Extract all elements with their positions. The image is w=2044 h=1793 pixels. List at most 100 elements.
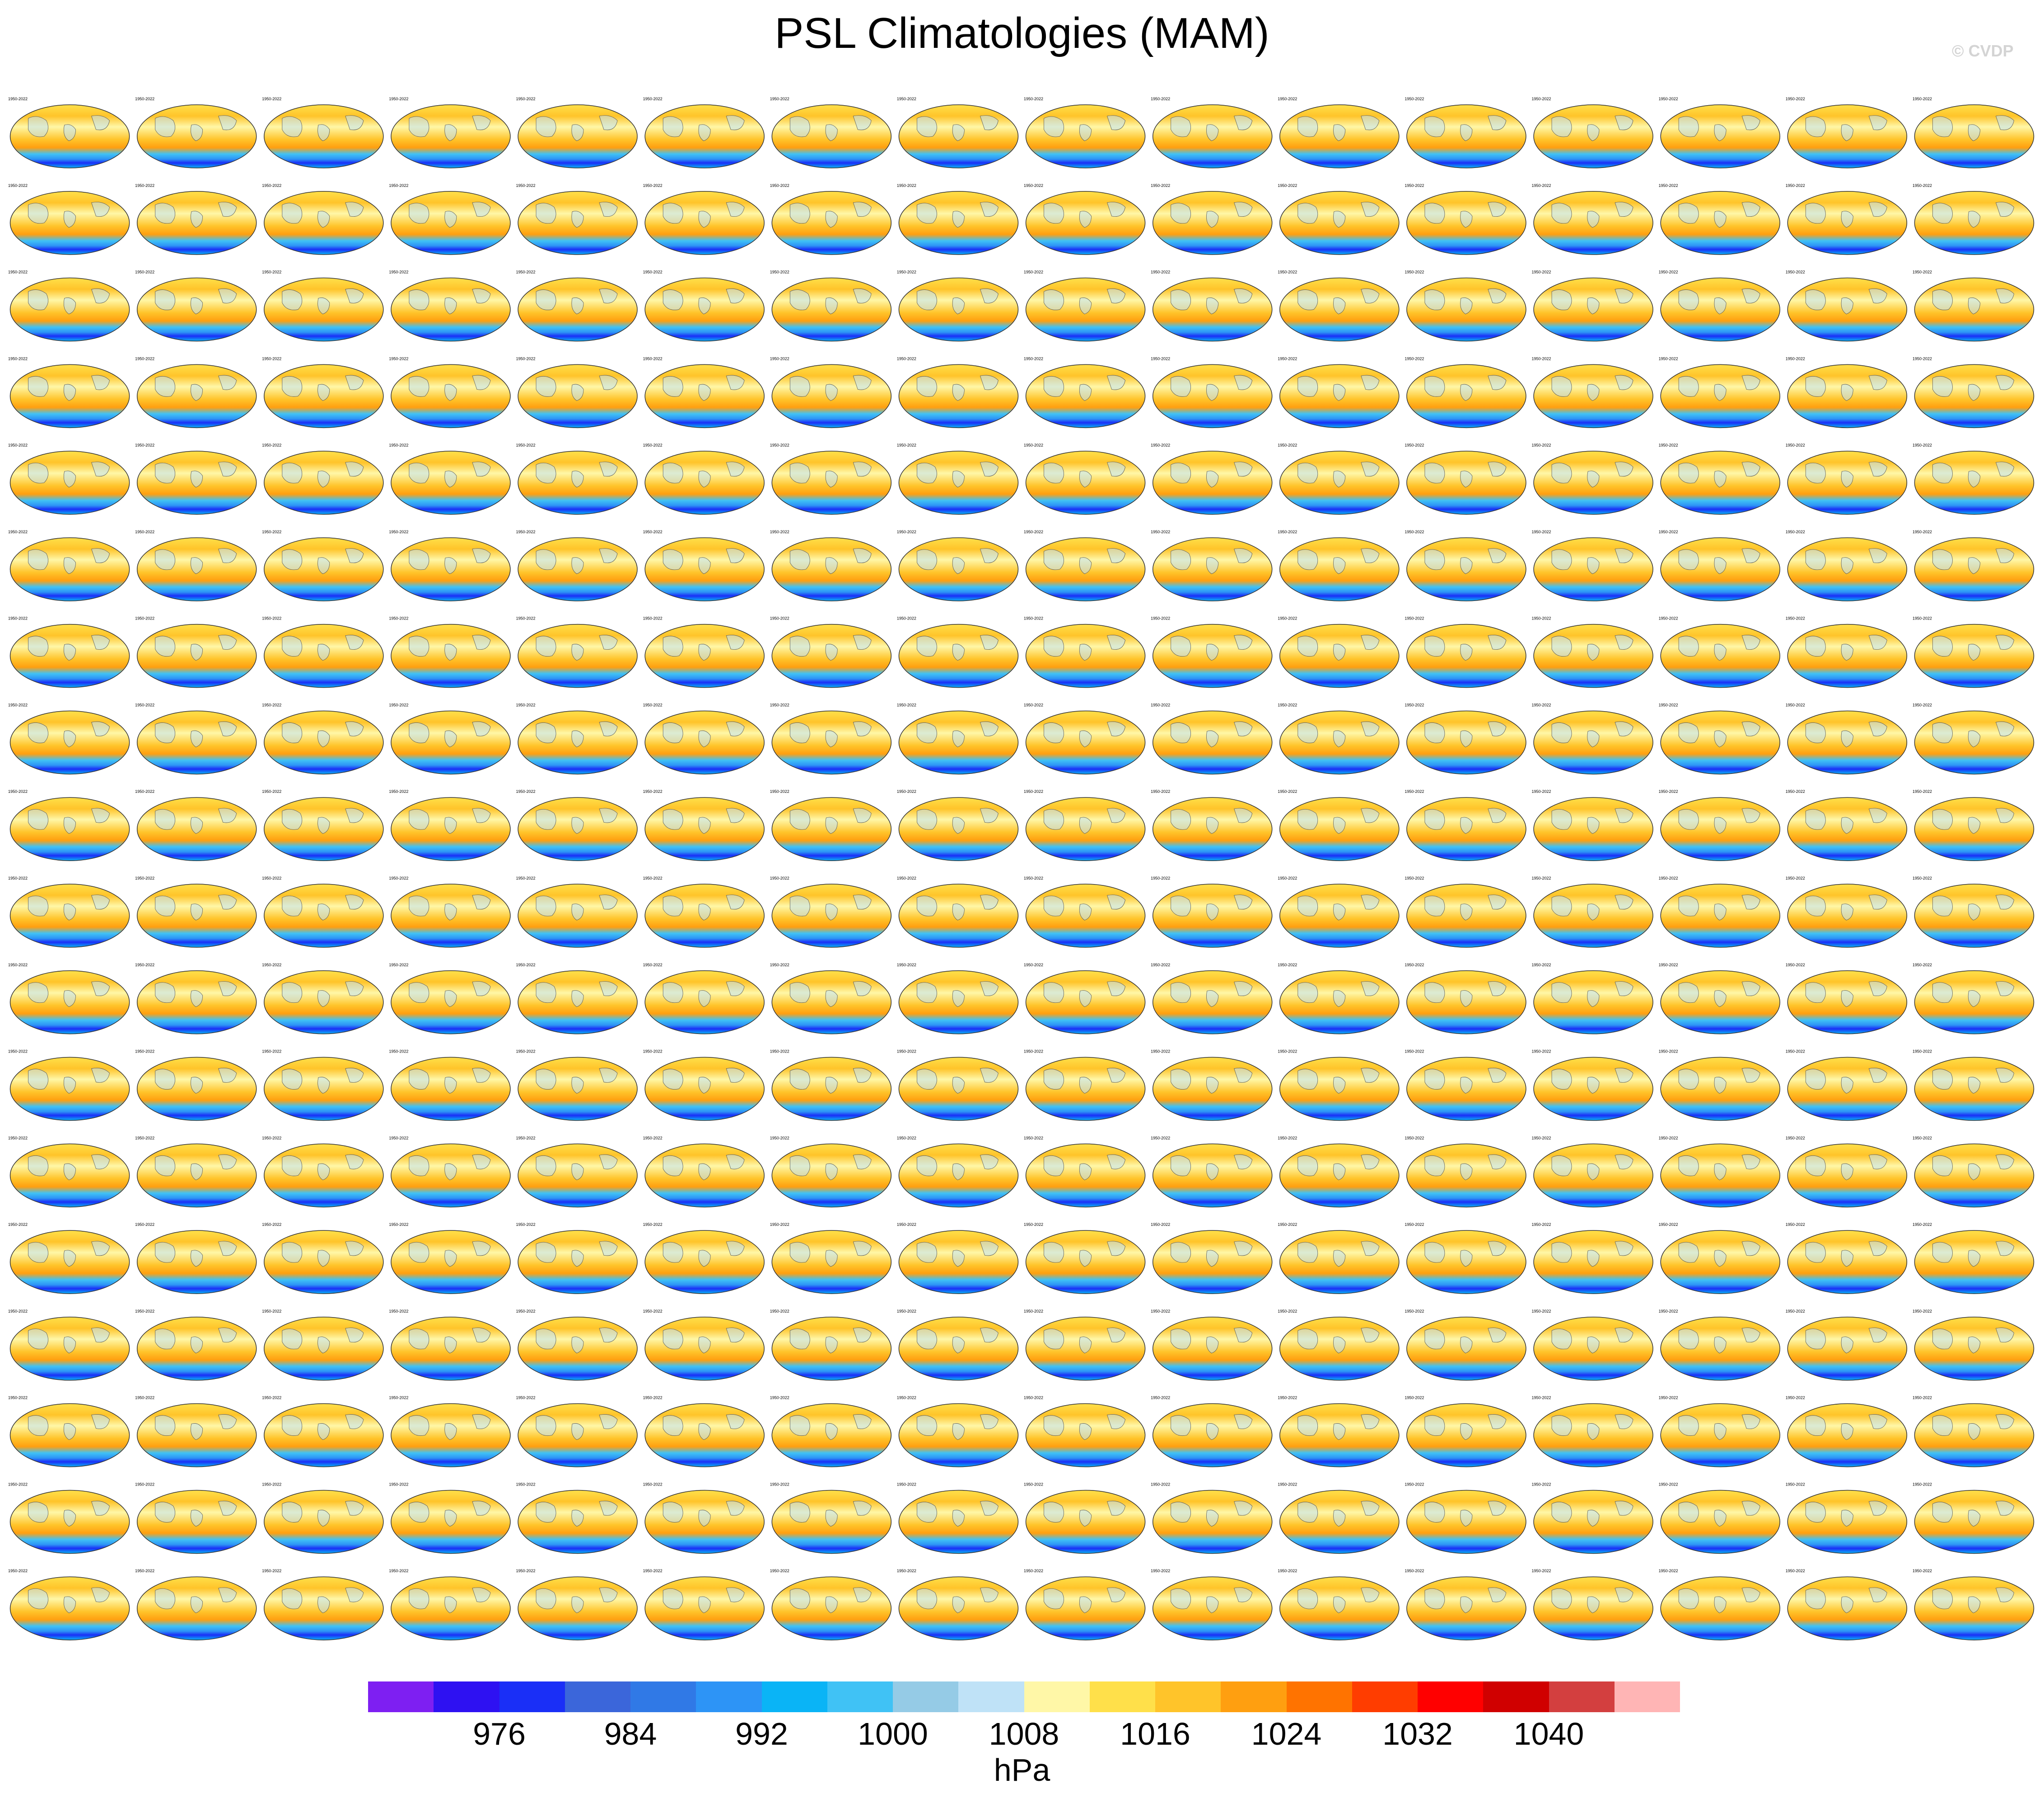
landmass-outline xyxy=(1424,1154,1507,1180)
landmass-outline xyxy=(155,115,237,141)
map-panel: 1950-2022 xyxy=(643,1569,765,1640)
map-panel: 1950-2022 xyxy=(1405,1396,1526,1467)
landmass-outline xyxy=(1932,1500,2014,1527)
landmass-outline xyxy=(28,461,110,488)
panel-period-label: 1950-2022 xyxy=(8,270,28,275)
panel-period-label: 1950-2022 xyxy=(135,963,154,967)
map-panel: 1950-2022 xyxy=(1913,963,2035,1034)
landmass-outline xyxy=(663,202,745,228)
panel-period-label: 1950-2022 xyxy=(1532,1482,1551,1486)
panel-period-label: 1950-2022 xyxy=(770,1396,789,1400)
landmass-outline xyxy=(1805,288,1887,314)
panel-period-label: 1950-2022 xyxy=(1151,530,1170,534)
panel-period-label: 1950-2022 xyxy=(770,1569,789,1573)
landmass-outline xyxy=(282,981,364,1007)
panel-period-label: 1950-2022 xyxy=(1913,1222,1932,1227)
map-panel: 1950-2022 xyxy=(770,963,892,1034)
panel-period-label: 1950-2022 xyxy=(8,1309,28,1313)
map-panel: 1950-2022 xyxy=(897,963,1019,1034)
map-panel: 1950-2022 xyxy=(1024,703,1146,775)
map-panel: 1950-2022 xyxy=(1532,616,1653,688)
map-panel: 1950-2022 xyxy=(135,530,257,601)
panel-period-label: 1950-2022 xyxy=(389,270,408,275)
landmass-outline xyxy=(536,721,618,747)
landmass-outline xyxy=(1551,288,1633,314)
panel-period-label: 1950-2022 xyxy=(770,1136,789,1140)
landmass-outline xyxy=(536,375,618,401)
colorbar-swatch xyxy=(1024,1681,1090,1712)
landmass-outline xyxy=(155,548,237,574)
map-panel: 1950-2022 xyxy=(643,183,765,255)
colorbar xyxy=(368,1681,1680,1712)
panel-period-label: 1950-2022 xyxy=(1405,1396,1424,1400)
map-panel: 1950-2022 xyxy=(1278,270,1400,342)
landmass-outline xyxy=(1932,1414,2014,1440)
landmass-outline xyxy=(1297,721,1380,747)
landmass-outline xyxy=(1932,115,2014,141)
landmass-outline xyxy=(1551,635,1633,661)
panel-period-label: 1950-2022 xyxy=(1024,963,1043,967)
map-panel: 1950-2022 xyxy=(897,183,1019,255)
panel-period-label: 1950-2022 xyxy=(643,1482,663,1486)
panel-period-label: 1950-2022 xyxy=(1532,876,1551,880)
map-panel: 1950-2022 xyxy=(1659,703,1780,775)
colorbar-tick-label: 1024 xyxy=(1251,1716,1322,1751)
landmass-outline xyxy=(282,1500,364,1527)
panel-period-label: 1950-2022 xyxy=(1786,616,1805,621)
map-panel: 1950-2022 xyxy=(135,789,257,861)
colorbar-tick-label: 984 xyxy=(604,1716,657,1751)
landmass-outline xyxy=(917,1414,999,1440)
map-panel: 1950-2022 xyxy=(516,703,638,775)
map-panel: 1950-2022 xyxy=(1532,1222,1653,1294)
panel-period-label: 1950-2022 xyxy=(897,356,916,361)
landmass-outline xyxy=(789,1414,872,1440)
map-panel: 1950-2022 xyxy=(1659,443,1780,515)
landmass-outline xyxy=(663,808,745,834)
landmass-outline xyxy=(1551,1500,1633,1527)
panel-period-label: 1950-2022 xyxy=(897,443,916,447)
colorbar-swatch xyxy=(434,1681,499,1712)
map-panel: 1950-2022 xyxy=(262,1569,384,1640)
landmass-outline xyxy=(1805,981,1887,1007)
map-panel: 1950-2022 xyxy=(1913,530,2035,601)
panel-period-label: 1950-2022 xyxy=(389,963,408,967)
panel-period-label: 1950-2022 xyxy=(1405,443,1424,447)
map-panel: 1950-2022 xyxy=(1913,270,2035,342)
panel-period-label: 1950-2022 xyxy=(516,789,536,794)
panel-period-label: 1950-2022 xyxy=(1786,530,1805,534)
map-panel: 1950-2022 xyxy=(389,1482,511,1554)
colorbar-tick-label: 1008 xyxy=(989,1716,1059,1751)
landmass-outline xyxy=(1551,721,1633,747)
landmass-outline xyxy=(1044,202,1125,228)
panel-period-label: 1950-2022 xyxy=(389,1482,408,1486)
map-panel: 1950-2022 xyxy=(262,1222,384,1294)
panel-period-label: 1950-2022 xyxy=(1659,963,1678,967)
panel-period-label: 1950-2022 xyxy=(1659,616,1678,621)
panel-period-label: 1950-2022 xyxy=(516,270,536,275)
landmass-outline xyxy=(28,1414,110,1440)
map-panel: 1950-2022 xyxy=(389,97,511,168)
landmass-outline xyxy=(1678,202,1760,228)
landmass-outline xyxy=(28,1500,110,1527)
map-panel: 1950-2022 xyxy=(8,1136,130,1208)
panel-period-label: 1950-2022 xyxy=(643,1396,663,1400)
panel-period-label: 1950-2022 xyxy=(516,183,536,188)
map-panel: 1950-2022 xyxy=(516,1049,638,1121)
landmass-outline xyxy=(789,808,872,834)
landmass-outline xyxy=(789,1500,872,1527)
map-panel: 1950-2022 xyxy=(8,1222,130,1294)
landmass-outline xyxy=(536,548,618,574)
map-panel: 1950-2022 xyxy=(1151,270,1273,342)
landmass-outline xyxy=(1678,1500,1760,1527)
map-panel: 1950-2022 xyxy=(770,616,892,688)
map-panel: 1950-2022 xyxy=(135,1222,257,1294)
map-panel: 1950-2022 xyxy=(643,616,765,688)
panel-period-label: 1950-2022 xyxy=(770,97,789,101)
landmass-outline xyxy=(1297,548,1380,574)
panel-period-label: 1950-2022 xyxy=(1151,789,1170,794)
landmass-outline xyxy=(1424,202,1507,228)
panel-period-label: 1950-2022 xyxy=(1786,1569,1805,1573)
panel-period-label: 1950-2022 xyxy=(1913,443,1932,447)
panel-period-label: 1950-2022 xyxy=(1913,963,1932,967)
panel-period-label: 1950-2022 xyxy=(643,1136,663,1140)
